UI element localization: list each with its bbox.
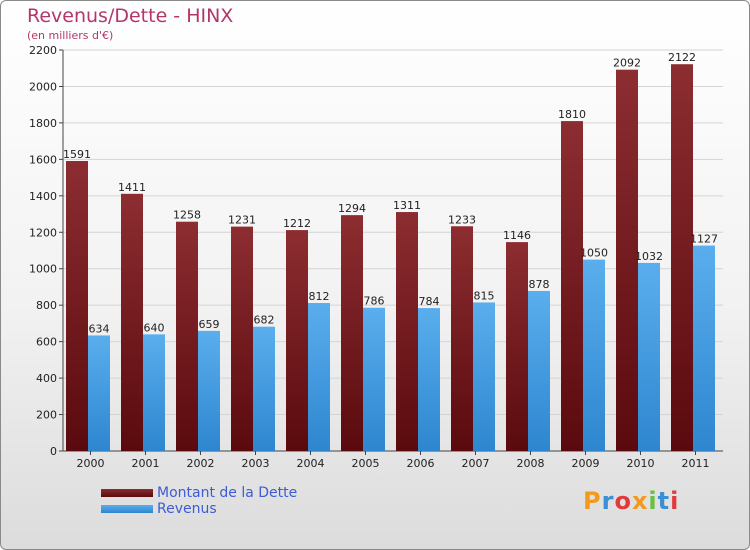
x-tick-label: 2009 xyxy=(572,457,600,470)
bar-debt xyxy=(451,226,473,451)
bar-debt xyxy=(506,242,528,451)
x-tick-label: 2011 xyxy=(682,457,710,470)
y-tick-label: 600 xyxy=(36,336,57,349)
bar-debt xyxy=(671,64,693,451)
x-tick-label: 2010 xyxy=(627,457,655,470)
bar-debt-label: 1212 xyxy=(283,217,311,230)
bar-revenue xyxy=(418,308,440,451)
axes: 0 200 400 600 800 1000 1200 1400 1600 1800 2000 220… xyxy=(29,44,723,470)
bar-debt-label: 1258 xyxy=(173,209,201,222)
y-tick-label: 1800 xyxy=(29,117,57,130)
y-tick-label: 1000 xyxy=(29,263,57,276)
bar-revenue-label: 1050 xyxy=(580,247,608,260)
logo-letter: i xyxy=(648,487,658,515)
bar-revenue xyxy=(528,290,550,451)
bar-debt-label: 1311 xyxy=(393,199,421,212)
bar-revenue xyxy=(473,302,495,451)
x-tick-label: 2006 xyxy=(407,457,435,470)
y-tick-label: 200 xyxy=(36,409,57,422)
bar-debt xyxy=(231,226,253,451)
bar-revenue-label: 784 xyxy=(419,295,440,308)
bar-revenue-label: 1032 xyxy=(635,250,663,263)
bar-debt xyxy=(121,193,143,452)
y-tick-label: 2000 xyxy=(29,80,57,93)
bar-debt xyxy=(616,69,638,451)
legend-label-revenue: Revenus xyxy=(157,501,217,517)
bar-revenue-label: 786 xyxy=(364,295,385,308)
bar-revenue-label: 682 xyxy=(254,314,275,327)
logo-letter: P xyxy=(583,487,602,515)
x-tick-label: 2002 xyxy=(187,457,215,470)
bar-debt-label: 2092 xyxy=(613,57,641,70)
logo-letter: o xyxy=(614,487,632,515)
y-tick-label: 1200 xyxy=(29,226,57,239)
bar-revenue xyxy=(693,245,715,451)
proxiti-logo: Proxiti xyxy=(583,487,679,515)
bar-debt xyxy=(176,221,198,451)
grid-lines xyxy=(63,49,723,416)
bar-revenue xyxy=(363,307,385,451)
x-tick-label: 2008 xyxy=(517,457,545,470)
legend-swatch-revenue xyxy=(101,505,153,513)
y-tick-label: 0 xyxy=(50,445,57,458)
bar-revenue xyxy=(253,326,275,451)
bar-revenue-label: 815 xyxy=(474,289,495,302)
bar-debt-label: 1294 xyxy=(338,202,366,215)
y-tick-label: 2200 xyxy=(29,44,57,57)
logo-letter: i xyxy=(670,487,680,515)
chart-subtitle: (en milliers d'€) xyxy=(27,29,114,42)
bar-debt xyxy=(286,230,308,451)
bar-debt xyxy=(341,215,363,451)
x-tick-label: 2005 xyxy=(352,457,380,470)
y-tick-label: 1400 xyxy=(29,190,57,203)
bar-debt xyxy=(561,121,583,451)
legend-swatch-debt xyxy=(101,489,153,497)
bar-debt xyxy=(66,161,88,451)
bar-revenue xyxy=(88,335,110,451)
x-tick-label: 2003 xyxy=(242,457,270,470)
logo-letter: t xyxy=(657,487,671,515)
y-tick-label: 1600 xyxy=(29,153,57,166)
x-tick-label: 2000 xyxy=(77,457,105,470)
bar-revenue xyxy=(308,302,330,451)
bar-revenue-label: 812 xyxy=(309,290,330,303)
bar-debt-label: 1810 xyxy=(558,108,586,121)
chart-title: Revenus/Dette - HINX xyxy=(27,5,234,27)
x-tick-label: 2007 xyxy=(462,457,490,470)
bar-revenue xyxy=(583,259,605,451)
logo-letter: x xyxy=(631,487,649,515)
legend-label-debt: Montant de la Dette xyxy=(157,485,298,501)
bar-debt-label: 1233 xyxy=(448,213,476,226)
bar-revenue xyxy=(638,262,660,451)
bar-debt-label: 1591 xyxy=(63,148,91,161)
bar-revenue-label: 634 xyxy=(89,322,110,335)
bar-debt xyxy=(396,212,418,451)
bar-revenue xyxy=(198,330,220,451)
bar-revenue xyxy=(143,334,165,451)
bar-revenue-label: 878 xyxy=(529,278,550,291)
bar-debt-label: 1411 xyxy=(118,181,146,194)
bar-debt-label: 1146 xyxy=(503,229,531,242)
bar-debt-label: 1231 xyxy=(228,214,256,227)
y-tick-label: 800 xyxy=(36,299,57,312)
x-tick-label: 2001 xyxy=(132,457,160,470)
y-tick-label: 400 xyxy=(36,372,57,385)
bar-revenue-label: 659 xyxy=(199,318,220,331)
bar-revenue-label: 1127 xyxy=(690,233,718,246)
bars xyxy=(66,64,715,452)
bar-revenue-label: 640 xyxy=(144,321,165,334)
x-tick-label: 2004 xyxy=(297,457,325,470)
bar-debt-label: 2122 xyxy=(668,51,696,64)
data-labels: 1591 1411 1258 1231 1212 1294 1311 1233 1146 1810… xyxy=(63,51,718,335)
logo-letter: r xyxy=(601,487,615,515)
